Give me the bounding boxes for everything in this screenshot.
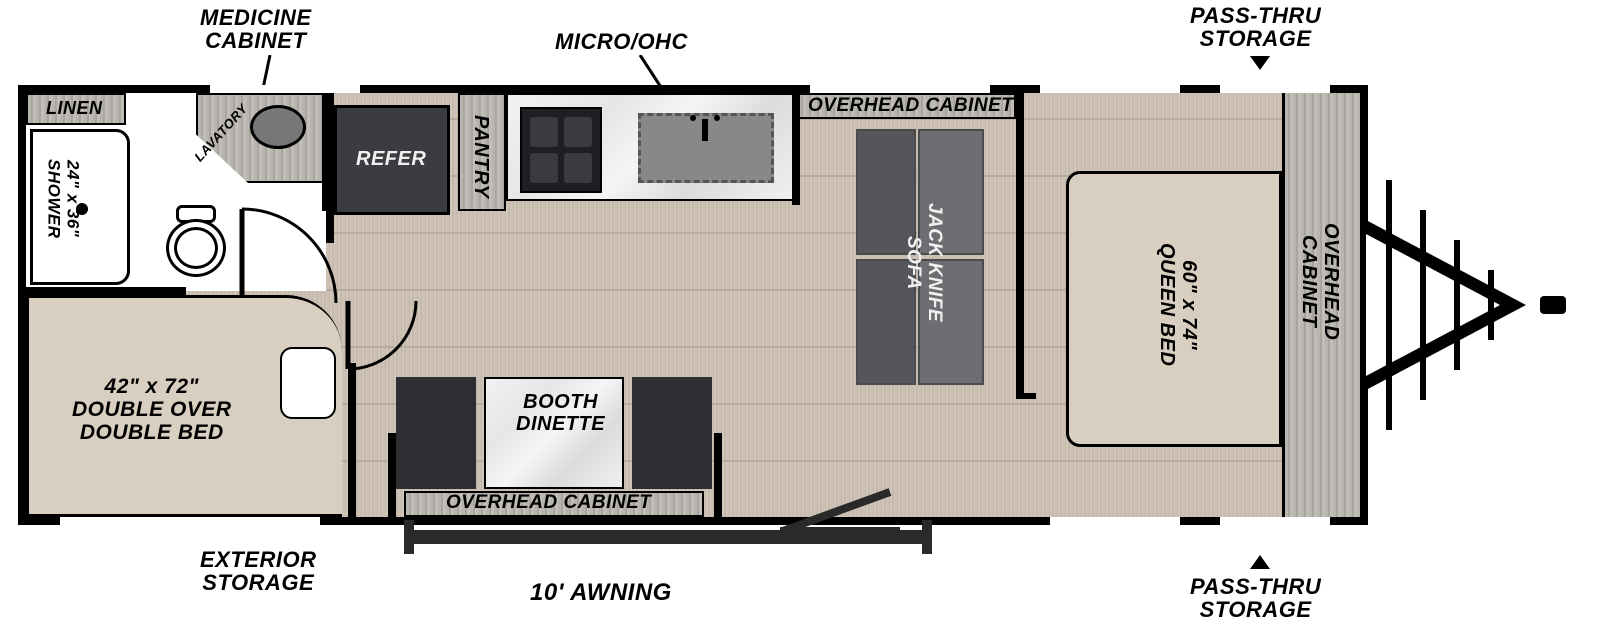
callout-awning: 10' AWNING xyxy=(530,580,672,605)
hitch-bar-3 xyxy=(1454,240,1460,370)
hitch-ball xyxy=(1540,296,1566,314)
awning-arm-left xyxy=(404,520,414,554)
bunk-door-arc xyxy=(342,295,422,375)
callout-exterior-storage: EXTERIOR STORAGE xyxy=(200,548,316,594)
label-booth-dinette: BOOTH DINETTE xyxy=(516,391,605,435)
label-refer: REFER xyxy=(356,148,426,170)
label-overhead-cabinet-bottom: OVERHEAD CABINET xyxy=(446,493,651,514)
callout-medicine-cabinet: MEDICINE CABINET xyxy=(200,6,312,52)
label-pantry: PANTRY xyxy=(470,115,492,198)
wall-bedroom xyxy=(1016,93,1024,393)
wall-bedroom-foot xyxy=(1016,393,1036,399)
bunk-ladder-window xyxy=(280,347,336,419)
toilet xyxy=(166,205,226,277)
hull-gap-4 xyxy=(1220,85,1330,93)
hitch-bar-1 xyxy=(1386,180,1392,430)
wall-kitchen-right xyxy=(792,93,800,205)
trailer-body: OVERHEAD CABINET 60" x 74" QUEEN BED OVE… xyxy=(18,85,1368,525)
wall-dinette-right xyxy=(714,433,722,517)
lav-sink xyxy=(250,105,306,149)
callout-micro-ohc: MICRO/OHC xyxy=(555,30,688,53)
hull-gap-1 xyxy=(210,85,360,93)
hull-gap-3 xyxy=(1040,85,1180,93)
entry-door xyxy=(780,486,930,546)
label-overhead-cabinet-front: OVERHEAD CABINET xyxy=(1298,223,1342,340)
label-overhead-cabinet-top: OVERHEAD CABINET xyxy=(808,96,1013,117)
arrow-pass-thru-top xyxy=(1250,56,1270,70)
arrow-pass-thru-bottom xyxy=(1250,555,1270,569)
callout-pass-thru-bottom: PASS-THRU STORAGE xyxy=(1190,575,1321,621)
callout-pass-thru-top: PASS-THRU STORAGE xyxy=(1190,4,1321,50)
hull-gap-6 xyxy=(1050,517,1180,525)
wall-dinette-left xyxy=(388,433,396,517)
kitchen-faucet xyxy=(702,119,708,141)
label-jack-knife: JACK KNIFE SOFA xyxy=(902,203,944,322)
label-shower: 24" x 36" SHOWER xyxy=(44,159,81,239)
hull-gap-2 xyxy=(810,85,990,93)
label-linen: LINEN xyxy=(46,99,103,119)
cooktop xyxy=(520,107,602,193)
hull-gap-7 xyxy=(1220,517,1330,525)
label-double-bed: 42" x 72" DOUBLE OVER DOUBLE BED xyxy=(72,375,232,444)
hull-gap-5 xyxy=(60,517,320,525)
wall-bunk xyxy=(348,363,356,517)
label-queen-bed: 60" x 74" QUEEN BED xyxy=(1156,243,1200,366)
wall-bath-bottom xyxy=(26,287,186,295)
hitch-bar-2 xyxy=(1420,210,1426,400)
hitch-bar-4 xyxy=(1488,270,1494,340)
wall-bath-right xyxy=(322,93,330,211)
